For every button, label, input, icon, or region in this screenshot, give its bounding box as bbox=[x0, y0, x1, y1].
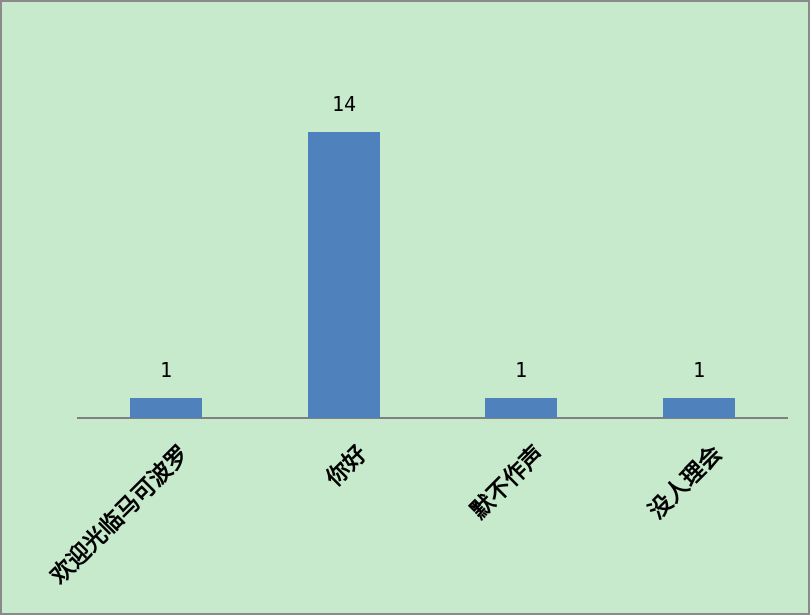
bar-value-label: 1 bbox=[159, 358, 173, 382]
bar bbox=[130, 398, 202, 418]
bar bbox=[485, 398, 557, 418]
bar-value-label: 1 bbox=[692, 358, 706, 382]
x-axis-line bbox=[77, 417, 788, 419]
category-label: 你好 bbox=[321, 441, 373, 492]
category-label: 默不作声 bbox=[466, 441, 550, 525]
category-label: 没人理会 bbox=[644, 441, 728, 525]
bar-value-label: 1 bbox=[514, 358, 528, 382]
bar bbox=[663, 398, 735, 418]
bar-value-label: 14 bbox=[331, 92, 357, 116]
bar bbox=[308, 132, 380, 418]
category-label: 欢迎光临马可波罗 bbox=[45, 441, 195, 590]
